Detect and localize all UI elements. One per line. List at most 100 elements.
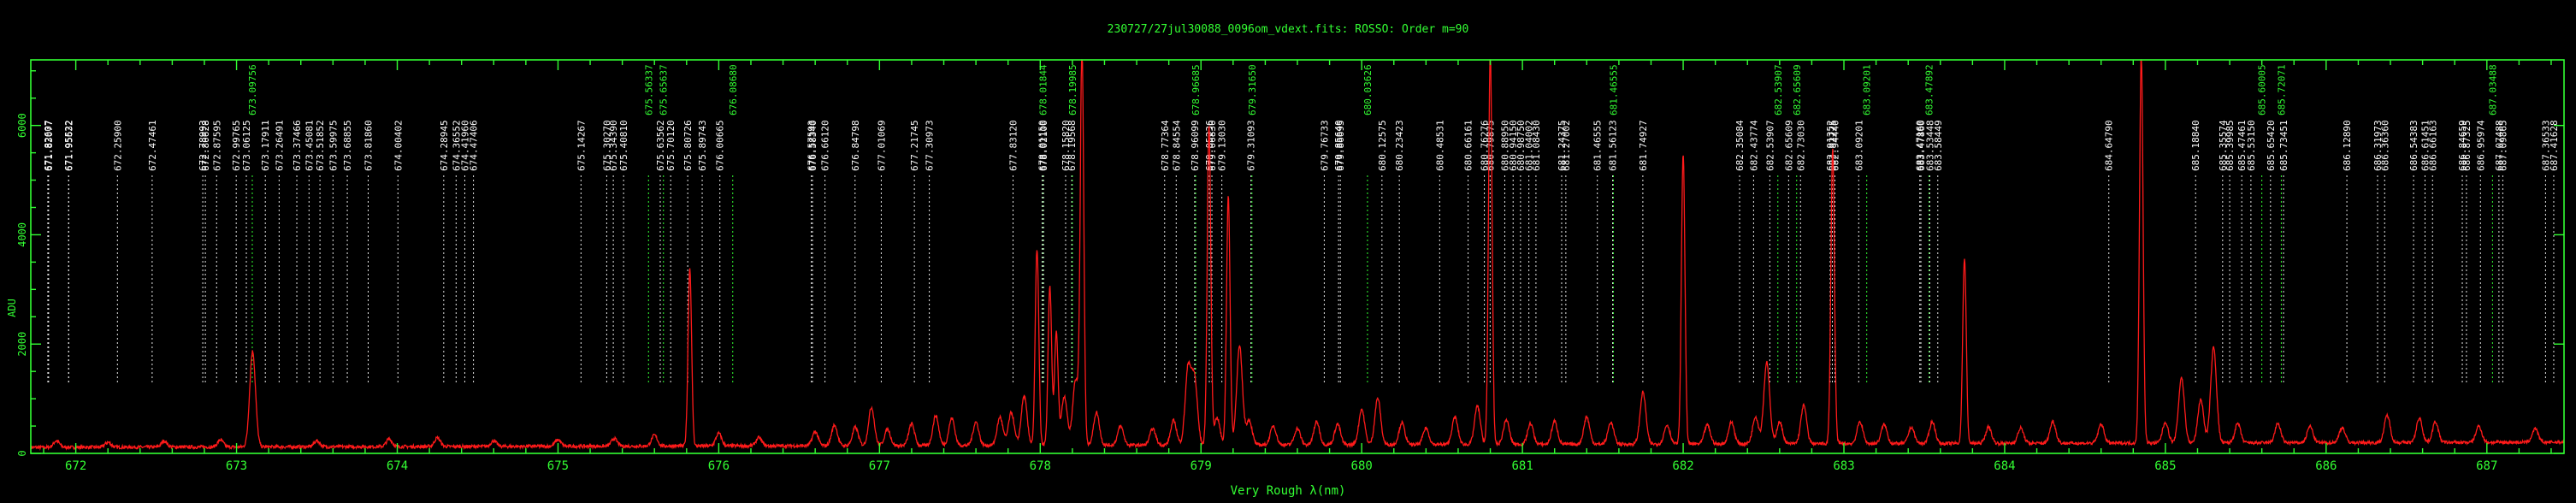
- identified-line-label: 673.17911: [260, 120, 271, 171]
- identified-line-label: 674.28945: [439, 120, 450, 171]
- identified-line-label: 682.65609: [1783, 120, 1794, 171]
- identified-line-label: 676.08680: [728, 64, 739, 115]
- x-tick-label: 681: [1511, 459, 1533, 473]
- identified-line-label: 675.40810: [618, 120, 629, 171]
- identified-line-label: 675.34390: [608, 120, 619, 171]
- identified-line-label: 682.43774: [1748, 120, 1759, 171]
- identified-line-label: 678.19985: [1067, 64, 1078, 115]
- identified-line-label: 681.46555: [1608, 64, 1619, 115]
- x-axis: 672 673 674 675 676 677 678 679 680 681 682 683 684 6…: [43, 60, 2552, 473]
- identified-line-label: 677.83120: [1008, 120, 1019, 171]
- x-tick-label: 675: [547, 459, 569, 473]
- identified-line-label: 681.24375: [1557, 120, 1568, 171]
- identified-line-label: 672.25900: [112, 120, 123, 171]
- x-tick-label: 680: [1351, 459, 1373, 473]
- identified-line-label: 674.36552: [451, 120, 462, 171]
- x-tick-label: 684: [1994, 459, 2015, 473]
- identified-line-label: 672.99765: [231, 120, 242, 171]
- identified-line-label: 678.19568: [1066, 120, 1078, 171]
- identified-line-label: 676.84798: [850, 120, 861, 171]
- identified-line-label: 675.30270: [601, 120, 612, 171]
- identified-line-label: 673.51852: [315, 120, 326, 171]
- y-tick-label: 2000: [16, 332, 28, 357]
- identified-line-label: 677.01069: [876, 120, 887, 171]
- identified-line-label: 679.85640: [1333, 120, 1344, 171]
- identified-line-label: 676.66120: [820, 120, 831, 171]
- identified-line-label: 686.36360: [2379, 120, 2390, 171]
- x-tick-label: 674: [387, 459, 408, 473]
- identified-line-label: 685.72071: [2276, 64, 2287, 115]
- identified-line-label: 675.14267: [576, 120, 587, 171]
- x-tick-label: 685: [2154, 459, 2176, 473]
- identified-line-label: 678.15820: [1061, 120, 1072, 171]
- identified-line-label: 672.78993: [198, 120, 209, 171]
- identified-line-label: 680.12575: [1377, 120, 1388, 171]
- identified-line-label: 685.47461: [2236, 120, 2248, 171]
- identified-line-label: 680.88950: [1499, 120, 1510, 171]
- identified-line-label: 678.77364: [1160, 120, 1171, 171]
- identified-line-label: 685.18840: [2190, 120, 2201, 171]
- identified-line-label: 680.94150: [1508, 120, 1519, 171]
- identified-line-label: 673.26491: [274, 120, 285, 171]
- identified-line-label: 677.21745: [909, 120, 920, 171]
- identified-line-label: 687.03488: [2487, 64, 2498, 115]
- identified-line-label: 679.76733: [1319, 120, 1330, 171]
- identified-line-label: 671.95522: [63, 120, 74, 171]
- x-tick-label: 682: [1672, 459, 1693, 473]
- identified-line-label: 683.47892: [1923, 64, 1935, 115]
- identified-line-label: 675.63562: [655, 120, 666, 171]
- identified-line-label: 674.00402: [393, 120, 404, 171]
- identified-line-label: 682.73030: [1795, 120, 1806, 171]
- identified-line-label: 683.09201: [1853, 120, 1864, 171]
- identified-line-label: 672.47461: [147, 120, 158, 171]
- identified-line-label: 682.65609: [1792, 64, 1803, 115]
- identified-line-label: 673.45081: [304, 120, 315, 171]
- identified-line-label: 678.84554: [1171, 120, 1182, 171]
- identified-line-label: 678.01844: [1038, 64, 1049, 115]
- y-axis-label: ADU: [6, 299, 18, 317]
- identified-line-label: 678.96685: [1191, 64, 1202, 115]
- x-tick-label: 679: [1191, 459, 1212, 473]
- identified-line-label: 680.98750: [1515, 120, 1527, 171]
- identified-line-label: 679.31093: [1246, 120, 1257, 171]
- x-tick-label: 673: [226, 459, 247, 473]
- identified-line-label: 675.80726: [682, 120, 694, 171]
- identified-line-label: 673.81860: [363, 120, 374, 171]
- identified-line-label: 686.84659: [2457, 120, 2468, 171]
- spectrum-series-line: [30, 59, 2565, 451]
- identified-line-label: 682.53907: [1773, 64, 1784, 115]
- identified-line-label: 671.82607: [43, 120, 54, 171]
- identified-line-label: 680.48531: [1434, 120, 1445, 171]
- identified-line-label: 682.53907: [1764, 120, 1775, 171]
- identified-line-label: 682.94440: [1829, 120, 1840, 171]
- identified-line-label: 673.09756: [247, 64, 258, 115]
- identified-line-label: 674.47406: [469, 120, 480, 171]
- identified-line-label: 686.54383: [2408, 120, 2419, 171]
- identified-line-label: 687.07488: [2494, 120, 2505, 171]
- identified-line-label: 673.06125: [241, 120, 252, 171]
- chart-title: 230727/27jul30088_0096om_vdext.fits: ROS…: [1108, 23, 1469, 36]
- identified-line-label: 681.27002: [1561, 120, 1572, 171]
- identified-line-label: 686.95974: [2475, 120, 2486, 171]
- identified-line-label: 673.68855: [342, 120, 353, 171]
- identified-line-label: 674.41960: [459, 120, 470, 171]
- x-tick-label: 686: [2315, 459, 2337, 473]
- identified-line-label: 680.79875: [1485, 120, 1496, 171]
- x-tick-label: 676: [708, 459, 730, 473]
- y-tick-label: 4000: [16, 222, 28, 247]
- y-tick-label: 6000: [16, 113, 28, 138]
- identified-line-label: 683.58449: [1933, 120, 1944, 171]
- identified-line-label: 678.02100: [1038, 120, 1049, 171]
- identified-line-label: 681.46555: [1592, 120, 1604, 171]
- identified-line-label: 678.96099: [1190, 120, 1201, 171]
- identified-line-label: 685.60005: [2257, 64, 2268, 115]
- identified-line-label: 680.03626: [1362, 64, 1374, 115]
- identified-line-label: 671.83077: [44, 120, 55, 171]
- identified-line-label: 687.09865: [2497, 120, 2508, 171]
- y-tick-label: 0: [16, 450, 28, 456]
- identified-line-label: 684.64790: [2104, 120, 2115, 171]
- identified-line-label: 681.08430: [1531, 120, 1542, 171]
- identified-line-label: 675.65637: [659, 64, 670, 115]
